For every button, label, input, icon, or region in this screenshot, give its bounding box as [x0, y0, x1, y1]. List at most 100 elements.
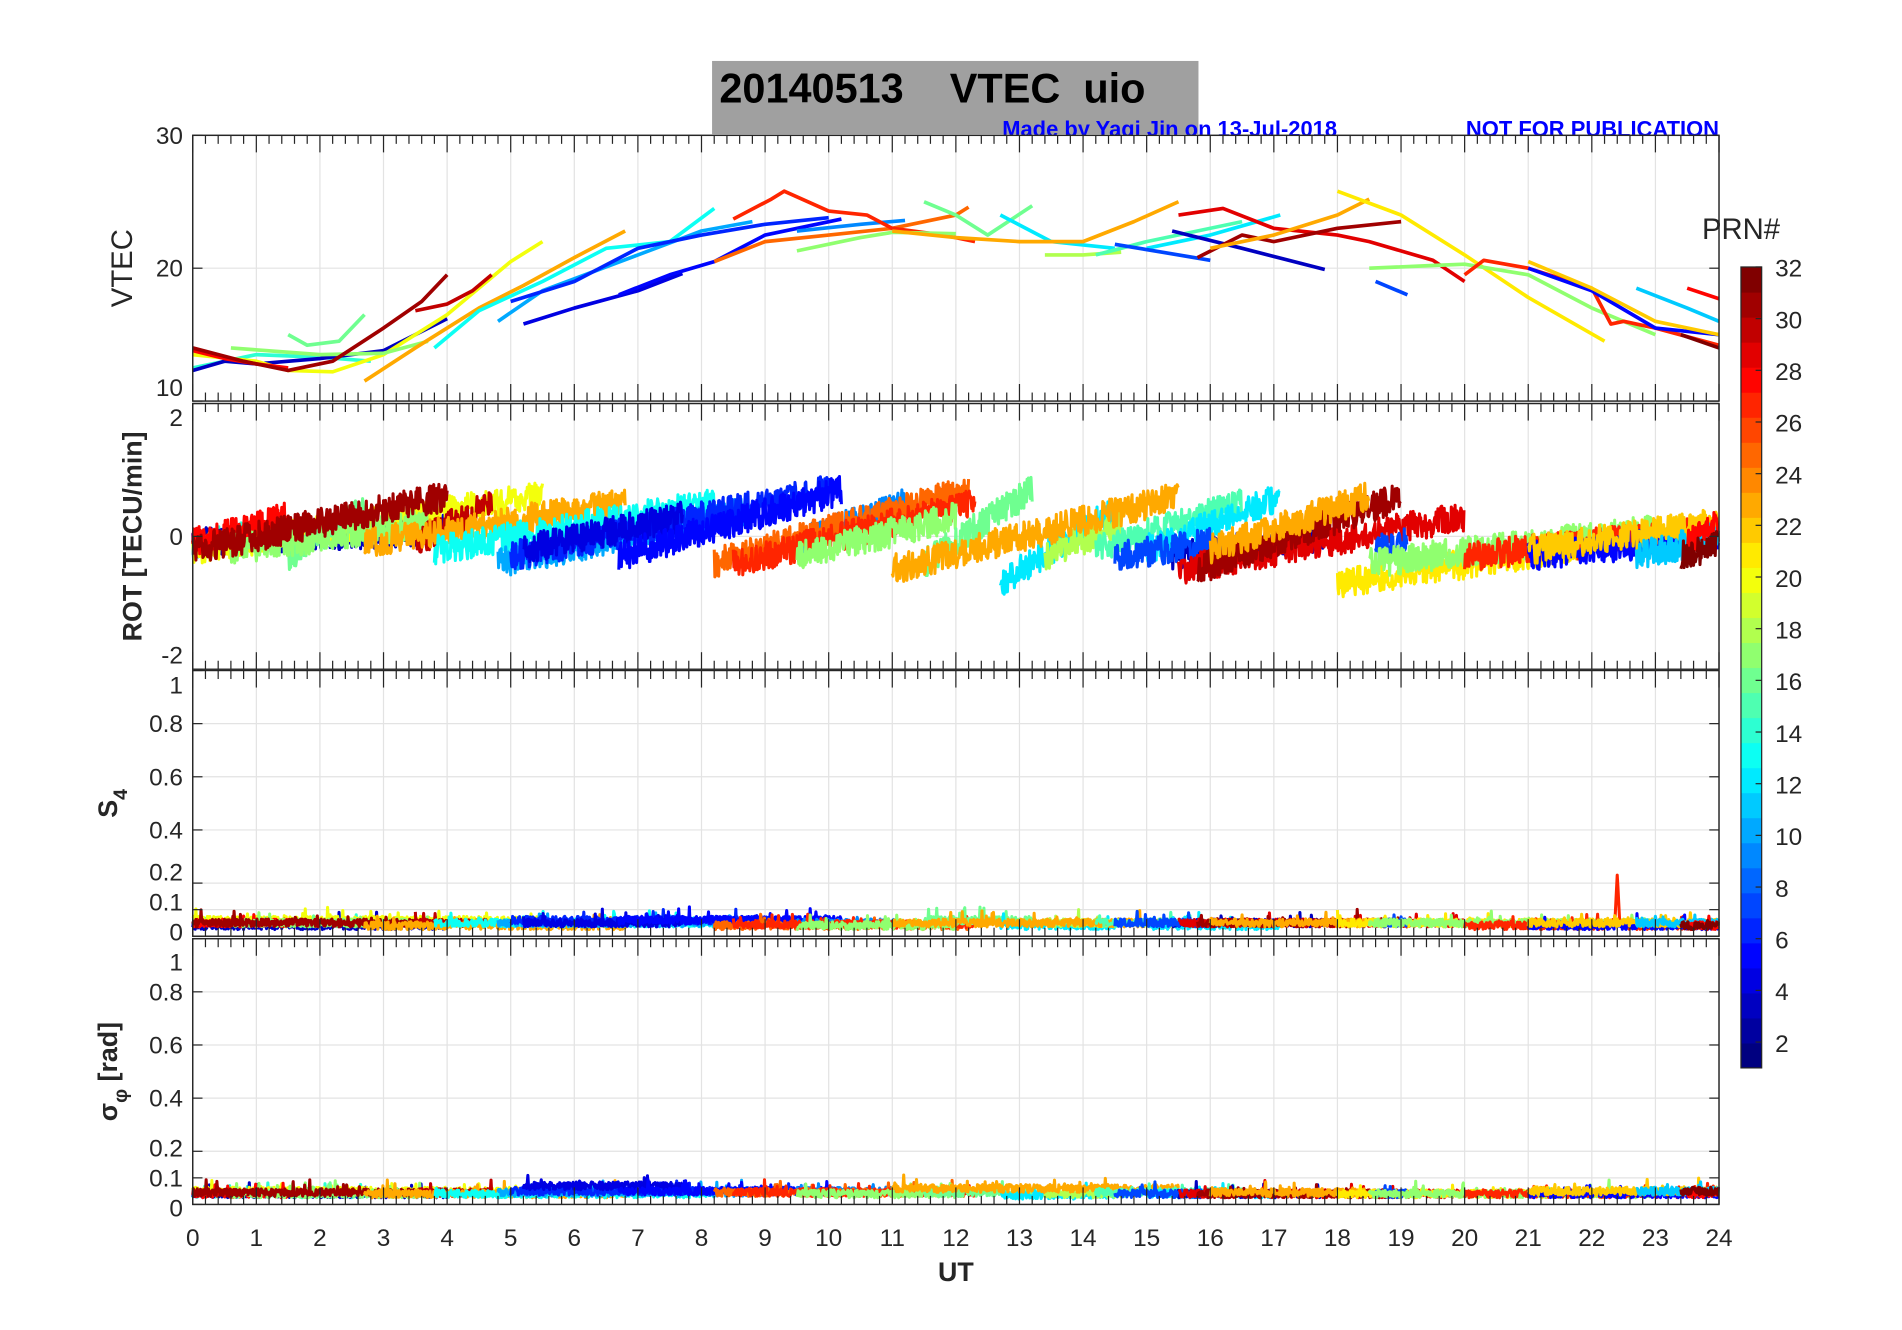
x-tick-label: 7 [631, 1225, 645, 1252]
y-axis-label: σφ [rad] [93, 1022, 132, 1121]
colorbar-band [1740, 917, 1762, 944]
panel-vtec: 10 20 30 VTEC [107, 123, 1720, 402]
colorbar-band [1740, 592, 1762, 618]
colorbar-band [1740, 417, 1762, 443]
y-tick-label: 0.1 [149, 1165, 183, 1192]
colorbar-tick-label: 4 [1775, 979, 1789, 1006]
series-prn-16 [287, 313, 366, 348]
y-tick-label: -2 [161, 643, 183, 670]
colorbar-tick-label: 28 [1775, 359, 1802, 386]
title-background [712, 60, 1199, 135]
y-tick-label: 10 [156, 375, 183, 402]
x-tick-label: 22 [1578, 1225, 1605, 1252]
y-tick-label: 0 [169, 1195, 183, 1222]
y-axis-label: ROT [TECU/min] [118, 431, 148, 641]
colorbar-tick-label: 30 [1775, 307, 1802, 334]
x-tick-label: 2 [313, 1225, 327, 1252]
colorbar-band [1740, 992, 1762, 1019]
x-tick-label: 21 [1515, 1225, 1542, 1252]
series-prn-23 [1208, 1180, 1371, 1199]
colorbar-band [1740, 442, 1762, 468]
series-prn-31 [192, 273, 449, 373]
y-axis-label: S4 [93, 789, 132, 818]
x-tick-label: 20 [1451, 1225, 1478, 1252]
x-tick-label: 8 [695, 1225, 709, 1252]
series-prn-7 [1374, 279, 1409, 297]
series-prn-21 [1336, 189, 1606, 343]
colorbar-band [1740, 642, 1762, 669]
x-axis-label: UT [938, 1257, 974, 1287]
series-prn-31 [1196, 219, 1402, 260]
chart-title: 20140513 VTEC uio [719, 64, 1145, 111]
series-prn-3 [1171, 229, 1326, 272]
colorbar-band [1740, 767, 1762, 794]
series-prn-10 [496, 219, 753, 323]
y-tick-label: 0.2 [149, 1136, 183, 1163]
x-axis: 0 1 2 3 4 5 6 7 8 9 10 11 12 13 14 15 16 17 18 19 20 21 22 23 24 [186, 1225, 1733, 1252]
colorbar-tick-label: 2 [1775, 1031, 1789, 1058]
colorbar-band [1740, 517, 1762, 543]
x-tick-label: 24 [1705, 1225, 1732, 1252]
y-tick-label: 0.6 [149, 764, 183, 791]
colorbar-band [1740, 1017, 1762, 1044]
series-prn-5 [1527, 266, 1720, 337]
colorbar-band [1740, 617, 1762, 644]
colorbar-tick-label: 12 [1775, 772, 1802, 799]
series-prn-31 [191, 482, 449, 562]
series-prn-17 [795, 501, 958, 570]
panel-s4: 00.1 0.2 0.4 0.6 0.8 1 S4 [93, 669, 1720, 946]
series-prn-4 [521, 907, 684, 929]
colorbar-band [1740, 292, 1762, 318]
x-tick-label: 6 [568, 1225, 582, 1252]
y-tick-label: 1 [169, 672, 183, 699]
series-prn-29 [1178, 206, 1466, 284]
x-tick-label: 5 [504, 1225, 518, 1252]
colorbar-tick-label: 26 [1775, 411, 1802, 438]
series-prn-17 [1369, 262, 1657, 337]
series-prn-32 [1679, 529, 1720, 570]
colorbar-band [1740, 842, 1762, 869]
panel-sigma: 0 0.10.2 0.4 0.6 0.8 1 σφ [rad] [93, 937, 1720, 1222]
y-label-subscript: φ [110, 1089, 132, 1103]
colorbar-band [1740, 792, 1762, 819]
colorbar-label: PRN# [1702, 214, 1781, 246]
series-prn-23 [892, 200, 1180, 244]
colorbar-tick-label: 20 [1775, 566, 1802, 593]
y-tick-label: 1 [169, 949, 183, 976]
colorbar-band [1740, 567, 1762, 593]
vtec-series [192, 189, 1720, 383]
y-tick-label: 0.8 [149, 979, 183, 1006]
colorbar-band [1740, 692, 1762, 719]
y-tick-label: 30 [156, 123, 183, 150]
series-prn-23 [890, 483, 1180, 583]
x-tick-label: 9 [758, 1225, 772, 1252]
x-tick-label: 17 [1260, 1225, 1287, 1252]
colorbar-tick-label: 8 [1775, 876, 1789, 903]
rot-series [191, 475, 1720, 599]
series-prn-30 [414, 273, 493, 313]
x-tick-label: 1 [250, 1225, 264, 1252]
y-tick-label: 0.4 [149, 1086, 183, 1113]
series-prn-4 [522, 271, 684, 326]
series-prn-25 [713, 205, 970, 264]
x-tick-label: 23 [1642, 1225, 1669, 1252]
y-label-subscript: 4 [110, 789, 132, 800]
x-tick-label: 3 [377, 1225, 391, 1252]
series-prn-23 [363, 229, 626, 383]
series-prn-17 [230, 339, 429, 357]
series-prn-9 [796, 218, 906, 233]
colorbar-band [1740, 717, 1762, 744]
series-prn-7 [1113, 526, 1212, 571]
series-prn-5 [617, 475, 843, 570]
y-tick-label: 20 [156, 256, 183, 283]
x-tick-label: 15 [1133, 1225, 1160, 1252]
y-label-suffix: [rad] [93, 1022, 123, 1089]
series-prn-32 [1679, 918, 1720, 931]
series-prn-17 [795, 1182, 958, 1200]
series-prn-28 [1686, 286, 1720, 301]
panel-rot: -2 0 2 ROT [TECU/min] [118, 402, 1720, 670]
colorbar-band [1740, 492, 1762, 518]
colorbar-band [1740, 942, 1762, 969]
